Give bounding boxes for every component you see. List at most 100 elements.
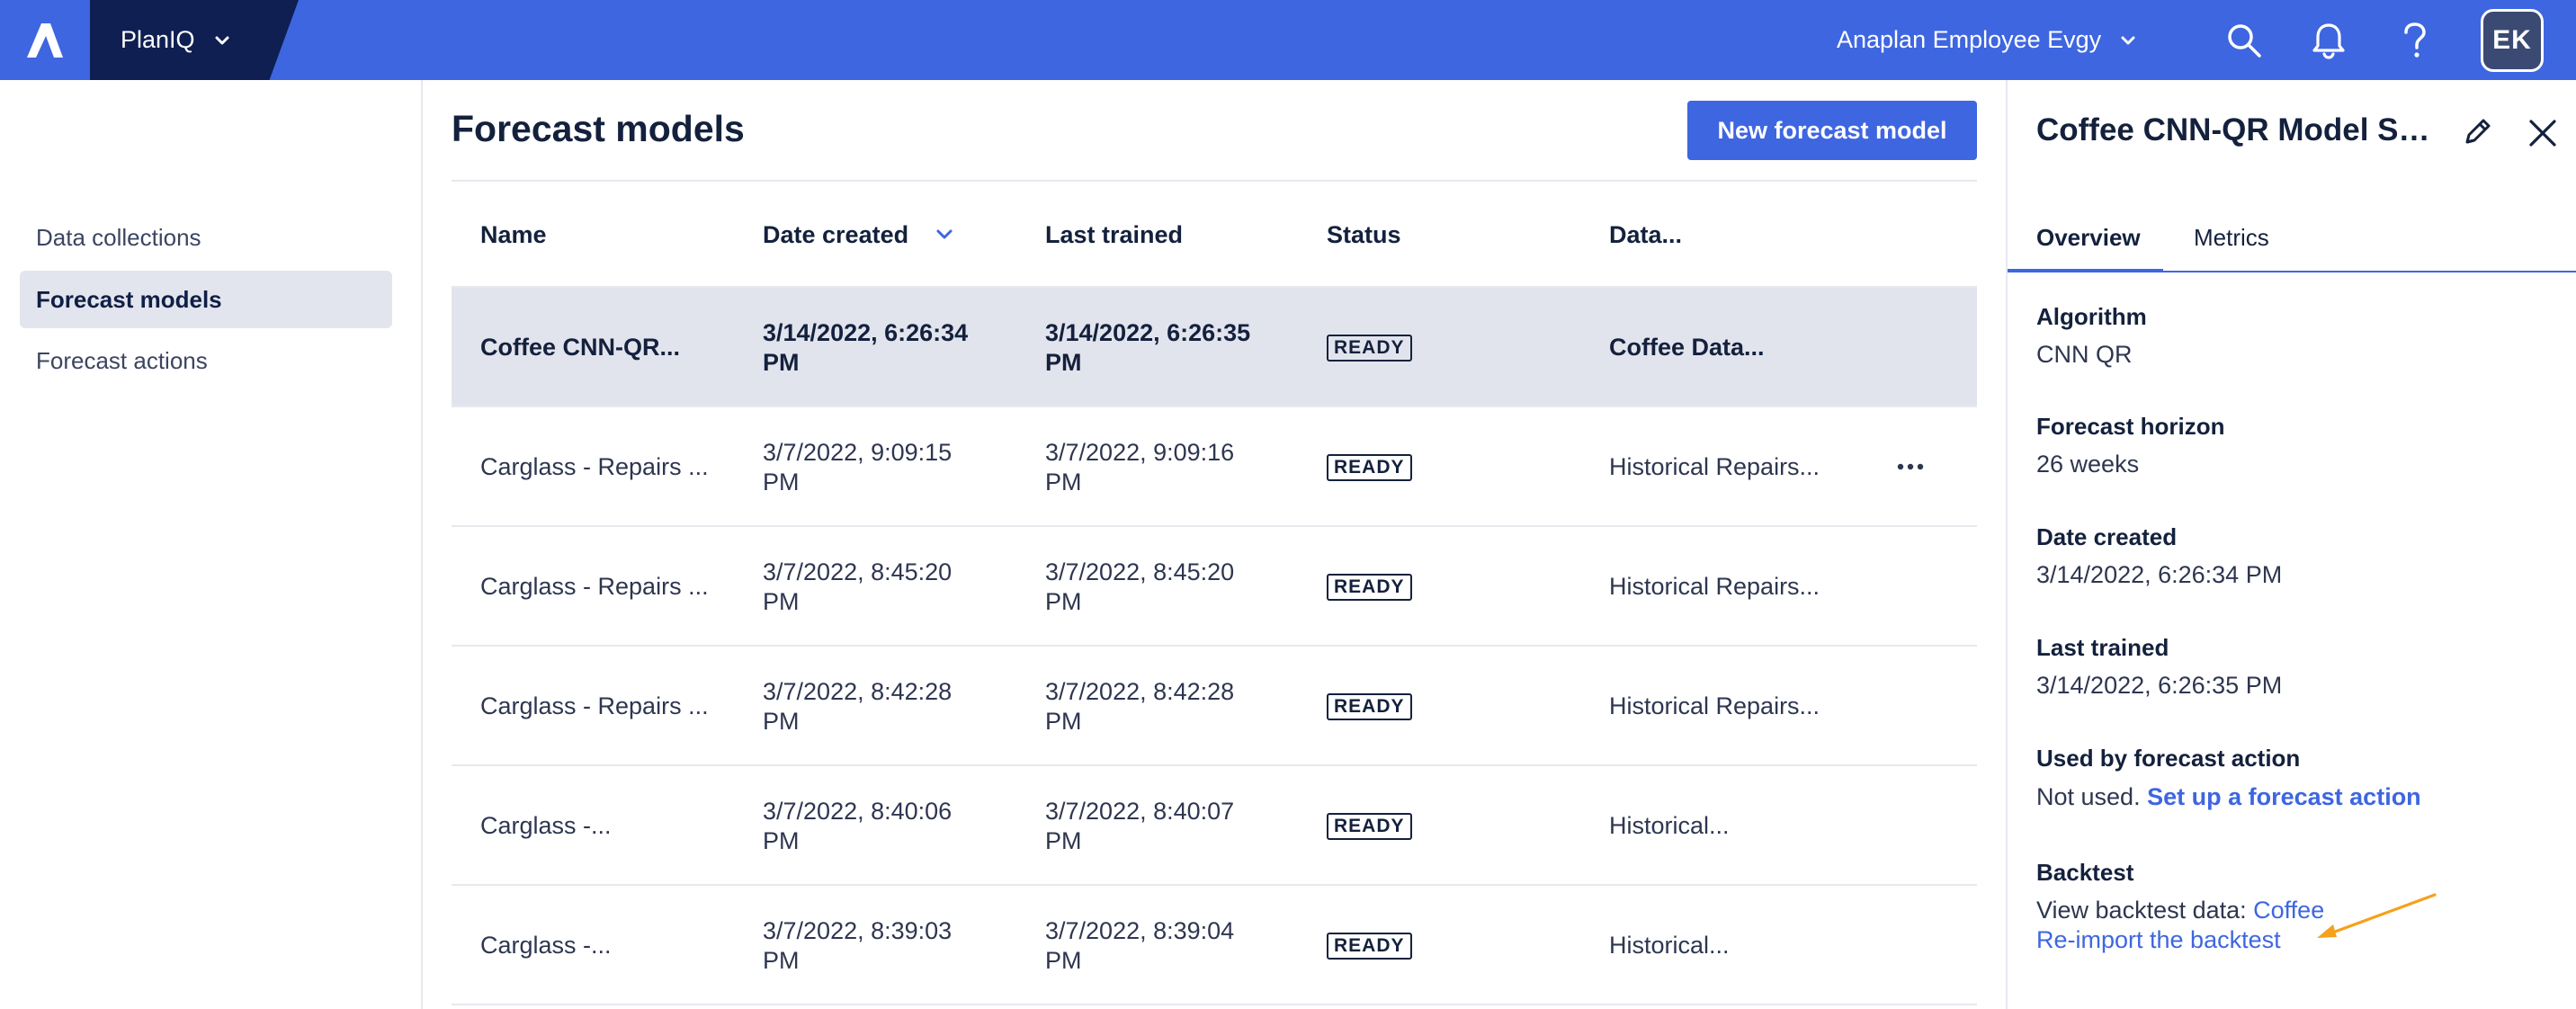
- cell-data: Historical Repairs...: [1609, 692, 1820, 719]
- app-switcher[interactable]: PlanIQ: [90, 0, 299, 80]
- set-up-forecast-action-link[interactable]: Set up a forecast action: [2147, 783, 2421, 810]
- sidebar-item-label: Data collections: [36, 223, 201, 251]
- cell-date-line: 3/7/2022, 8:45:20: [763, 558, 953, 585]
- date-created-value: 3/14/2022, 6:26:34 PM: [2036, 561, 2283, 588]
- sidebar-item-label: Forecast actions: [36, 346, 208, 374]
- app-name: PlanIQ: [121, 26, 195, 53]
- cell-status: READY: [1327, 288, 1412, 407]
- tab-label: Metrics: [2194, 223, 2269, 251]
- forecast-horizon-value: 26 weeks: [2036, 451, 2140, 478]
- sidebar: Data collections Forecast models Forecas…: [0, 80, 423, 1009]
- cell-date-created: 3/7/2022, 8:42:28 PM: [763, 647, 952, 766]
- status-badge: READY: [1327, 573, 1412, 601]
- last-trained-value: 3/14/2022, 6:26:35 PM: [2036, 672, 2283, 699]
- reimport-backtest-link[interactable]: Re-import the backtest: [2036, 926, 2281, 953]
- cell-date-line: PM: [1045, 707, 1082, 735]
- column-header-data[interactable]: Data...: [1609, 182, 1682, 288]
- cell-data: Historical Repairs...: [1609, 453, 1820, 480]
- cell-last-trained: 3/7/2022, 9:09:16 PM: [1045, 407, 1234, 527]
- table-row[interactable]: Carglass - Repairs ... 3/7/2022, 8:45:20…: [452, 527, 1977, 647]
- active-tab-indicator: [2008, 269, 2163, 272]
- panel-title: Coffee CNN-QR Model Se...: [2036, 112, 2441, 147]
- backtest-value: View backtest data: Coffee: [2036, 897, 2324, 924]
- cell-date-line: 3/7/2022, 8:39:03: [763, 916, 953, 944]
- column-header-label: Last trained: [1045, 220, 1184, 248]
- cell-date-line: 3/7/2022, 8:40:07: [1045, 797, 1235, 825]
- cell-data: Historical...: [1609, 932, 1730, 959]
- annotation-arrow-icon: [2317, 893, 2437, 938]
- avatar[interactable]: EK: [2481, 9, 2544, 72]
- algorithm-value: CNN QR: [2036, 341, 2133, 368]
- cell-data: Coffee Data...: [1609, 334, 1765, 361]
- cell-date-line: PM: [1045, 587, 1082, 615]
- pencil-icon[interactable]: [2455, 109, 2500, 154]
- close-icon[interactable]: [2518, 109, 2567, 157]
- cell-last-trained: 3/7/2022, 8:42:28 PM: [1045, 647, 1234, 766]
- sidebar-item-forecast-actions[interactable]: Forecast actions: [20, 332, 392, 389]
- forecast-horizon-label: Forecast horizon: [2036, 413, 2225, 440]
- cell-last-trained: 3/14/2022, 6:26:35 PM: [1045, 288, 1250, 407]
- status-badge: READY: [1327, 453, 1412, 481]
- date-created-label: Date created: [2036, 523, 2178, 550]
- status-badge: READY: [1327, 812, 1412, 840]
- anaplan-logo-icon[interactable]: [0, 0, 90, 80]
- cell-data: Historical...: [1609, 812, 1730, 839]
- table-row[interactable]: Carglass -... 3/7/2022, 8:39:03 PM 3/7/20…: [452, 886, 1977, 1005]
- cell-name: Carglass -...: [480, 812, 612, 839]
- column-header-label: Status: [1327, 220, 1401, 248]
- used-by-action-value: Not used. Set up a forecast action: [2036, 783, 2421, 811]
- cell-date-line: 3/7/2022, 8:40:06: [763, 797, 953, 825]
- cell-status: READY: [1327, 527, 1412, 647]
- search-icon[interactable]: [2220, 16, 2268, 65]
- cell-status: READY: [1327, 766, 1412, 886]
- cell-date-line: PM: [763, 348, 800, 376]
- cell-date-created: 3/7/2022, 9:09:15 PM: [763, 407, 952, 527]
- sort-descending-icon[interactable]: [935, 229, 953, 240]
- new-forecast-model-button[interactable]: New forecast model: [1687, 101, 1977, 160]
- column-header-label: Date created: [763, 220, 909, 248]
- sidebar-item-forecast-models[interactable]: Forecast models: [20, 271, 392, 328]
- column-header-status[interactable]: Status: [1327, 182, 1401, 288]
- cell-name: Carglass - Repairs ...: [480, 453, 709, 480]
- backtest-data-link[interactable]: Coffee: [2253, 897, 2325, 924]
- cell-name: Carglass - Repairs ...: [480, 573, 709, 600]
- table-row[interactable]: Coffee CNN-QR... 3/14/2022, 6:26:34 PM 3/…: [452, 288, 1977, 407]
- cell-date-line: PM: [1045, 468, 1082, 496]
- cell-date-line: PM: [763, 946, 800, 974]
- column-header-last-trained[interactable]: Last trained: [1045, 182, 1183, 288]
- chevron-down-icon: [215, 36, 229, 45]
- table-row[interactable]: Carglass -... 3/7/2022, 8:40:06 PM 3/7/20…: [452, 766, 1977, 886]
- cell-last-trained: 3/7/2022, 8:39:04 PM: [1045, 886, 1234, 1005]
- cell-last-trained: 3/7/2022, 8:45:20 PM: [1045, 527, 1234, 647]
- workspace-selector[interactable]: Anaplan Employee Evgy: [1837, 0, 2135, 80]
- more-actions-icon[interactable]: [1891, 447, 1930, 487]
- algorithm-label: Algorithm: [2036, 303, 2147, 330]
- chevron-down-icon: [2121, 36, 2135, 45]
- status-badge: READY: [1327, 932, 1412, 960]
- backtest-text: View backtest data:: [2036, 897, 2247, 924]
- top-bar: PlanIQ Anaplan Employee Evgy EK: [0, 0, 2576, 80]
- column-header-date-created[interactable]: Date created: [763, 182, 953, 288]
- status-badge: READY: [1327, 692, 1412, 720]
- tab-overview[interactable]: Overview: [2036, 213, 2141, 262]
- divider: [452, 180, 1977, 182]
- table-row[interactable]: Carglass - Repairs ... 3/7/2022, 8:42:28…: [452, 647, 1977, 766]
- sidebar-item-label: Forecast models: [36, 285, 222, 313]
- column-header-label: Data...: [1609, 220, 1683, 248]
- table-header: Name Date created Last trained Status Da…: [452, 182, 1977, 288]
- sidebar-item-data-collections[interactable]: Data collections: [20, 209, 392, 266]
- last-trained-label: Last trained: [2036, 634, 2169, 661]
- bell-icon[interactable]: [2304, 16, 2353, 65]
- help-icon[interactable]: [2391, 16, 2439, 65]
- cell-date-line: PM: [1045, 946, 1082, 974]
- cell-date-line: 3/7/2022, 8:45:20: [1045, 558, 1235, 585]
- cell-status: READY: [1327, 407, 1412, 527]
- cell-date-line: 3/7/2022, 8:42:28: [763, 677, 953, 705]
- column-header-name[interactable]: Name: [480, 182, 547, 288]
- cell-date-created: 3/7/2022, 8:39:03 PM: [763, 886, 952, 1005]
- tab-metrics[interactable]: Metrics: [2194, 213, 2269, 262]
- cell-date-line: 3/7/2022, 9:09:16: [1045, 438, 1235, 466]
- table-row[interactable]: Carglass - Repairs ... 3/7/2022, 9:09:15…: [452, 407, 1977, 527]
- cell-date-created: 3/7/2022, 8:45:20 PM: [763, 527, 952, 647]
- backtest-label: Backtest: [2036, 859, 2134, 886]
